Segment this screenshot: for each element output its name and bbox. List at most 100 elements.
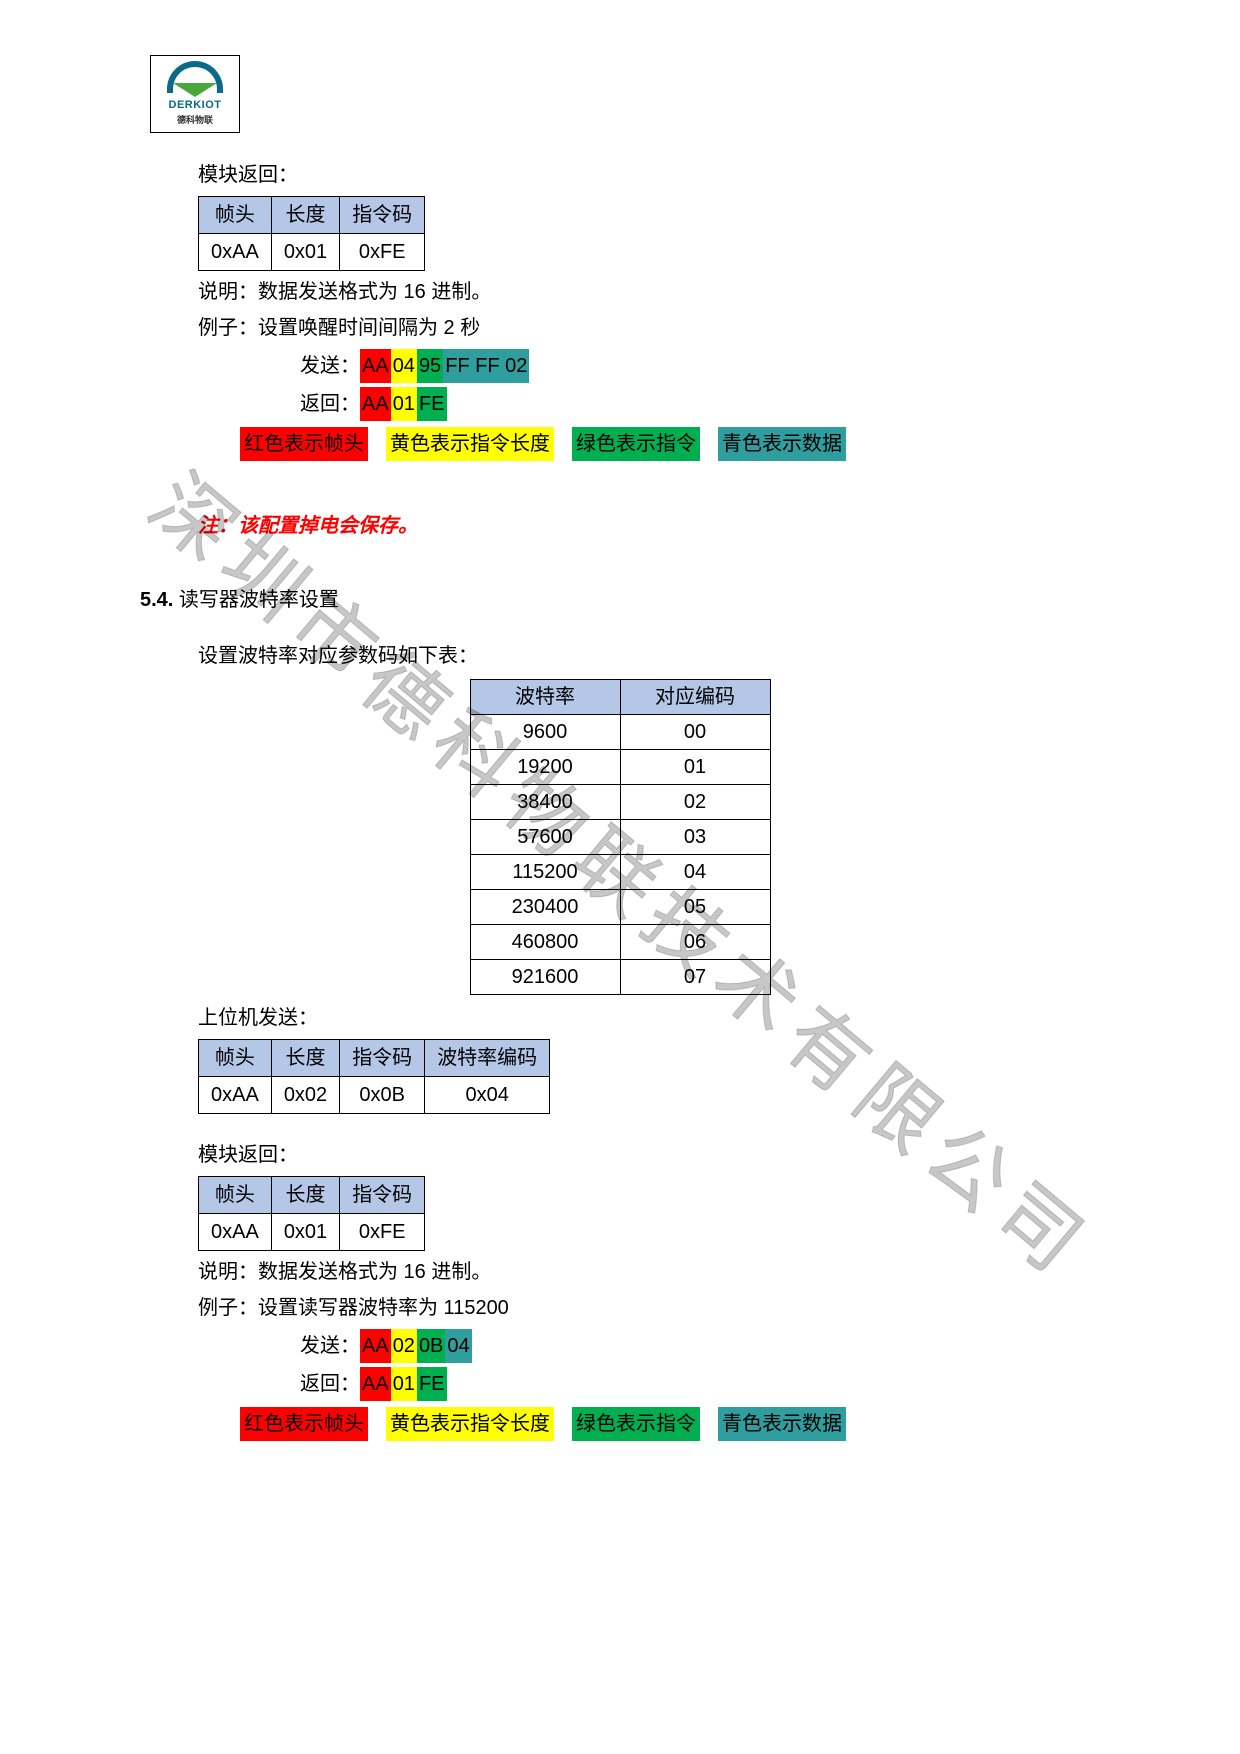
td: 0xAA — [199, 234, 272, 271]
hex-byte: 04 — [445, 1329, 471, 1363]
page: DERKIOT 德科物联 深圳市德科物联技术有限公司 模块返回： 帧头 长度 指… — [0, 0, 1240, 1754]
send-line-2: 发送：AA020B04 — [300, 1329, 1100, 1363]
brand-logo: DERKIOT 德科物联 — [150, 55, 240, 133]
td: 00 — [620, 715, 770, 750]
section-title: 5.4. 读写器波特率设置 — [140, 585, 1100, 615]
content-area: 模块返回： 帧头 长度 指令码 0xAA 0x01 0xFE 说明：数据发送格式… — [140, 160, 1100, 1441]
send-line-1: 发送：AA0495FF FF 02 — [300, 349, 1100, 383]
color-legend-2: 红色表示帧头黄色表示指令长度绿色表示指令青色表示数据 — [240, 1407, 1100, 1441]
th: 长度 — [271, 1177, 339, 1214]
ex-label: 例子： — [198, 1297, 258, 1319]
td: 38400 — [470, 785, 620, 820]
recv-line-1: 返回：AA01FE — [300, 387, 1100, 421]
hex-byte: 95 — [417, 349, 443, 383]
td: 115200 — [470, 855, 620, 890]
recv-label: 返回： — [300, 1373, 360, 1395]
td: 04 — [620, 855, 770, 890]
td: 02 — [620, 785, 770, 820]
th: 波特率 — [470, 680, 620, 715]
ex-label: 例子： — [198, 317, 258, 339]
host-send-label: 上位机发送： — [198, 1003, 1100, 1033]
hex-byte: 04 — [391, 349, 417, 383]
td: 0xFE — [340, 1214, 425, 1251]
td: 230400 — [470, 890, 620, 925]
note-label: 说明： — [198, 281, 258, 303]
th: 指令码 — [340, 1040, 425, 1077]
td: 0xAA — [199, 1077, 272, 1114]
td: 05 — [620, 890, 770, 925]
return-table-2: 帧头 长度 指令码 0xAA 0x01 0xFE — [198, 1176, 425, 1251]
return-label: 模块返回： — [198, 160, 1100, 190]
td: 06 — [620, 925, 770, 960]
hex-byte: FE — [417, 387, 447, 421]
ex-text: 设置读写器波特率为 115200 — [258, 1297, 509, 1319]
hex-byte: FF FF 02 — [443, 349, 529, 383]
note-text: 数据发送格式为 16 进制。 — [258, 1261, 491, 1283]
baud-rate-table: 波特率 对应编码 9600001920001384000257600031152… — [470, 679, 771, 995]
hex-byte: AA — [360, 1367, 391, 1401]
th: 指令码 — [340, 1177, 425, 1214]
td: 0xAA — [199, 1214, 272, 1251]
logo-brand-text: DERKIOT — [169, 97, 222, 114]
recv-label: 返回： — [300, 393, 360, 415]
color-legend-1: 红色表示帧头黄色表示指令长度绿色表示指令青色表示数据 — [240, 427, 1100, 461]
hex-byte: 01 — [391, 1367, 417, 1401]
td: 0x02 — [271, 1077, 339, 1114]
hex-byte: AA — [360, 349, 391, 383]
baud-desc: 设置波特率对应参数码如下表： — [198, 641, 1100, 671]
td: 19200 — [470, 750, 620, 785]
th: 帧头 — [199, 1177, 272, 1214]
example-line-2: 例子：设置读写器波特率为 115200 — [198, 1293, 1100, 1323]
td: 0x04 — [425, 1077, 550, 1114]
return-label-2: 模块返回： — [198, 1140, 1100, 1170]
th: 长度 — [271, 197, 339, 234]
th: 波特率编码 — [425, 1040, 550, 1077]
section-text: 读写器波特率设置 — [173, 589, 339, 611]
td: 0x01 — [271, 234, 339, 271]
logo-sub-text: 德科物联 — [177, 114, 213, 128]
legend-item: 绿色表示指令 — [572, 427, 700, 461]
hex-byte: 02 — [391, 1329, 417, 1363]
td: 03 — [620, 820, 770, 855]
th: 帧头 — [199, 1040, 272, 1077]
example-line: 例子：设置唤醒时间间隔为 2 秒 — [198, 313, 1100, 343]
td: 0x0B — [340, 1077, 425, 1114]
ex-text: 设置唤醒时间间隔为 2 秒 — [258, 317, 480, 339]
hex-byte: AA — [360, 387, 391, 421]
td: 460800 — [470, 925, 620, 960]
send-label: 发送： — [300, 355, 360, 377]
send-label: 发送： — [300, 1335, 360, 1357]
red-note: 注：该配置掉电会保存。 — [198, 511, 1100, 541]
legend-item: 青色表示数据 — [718, 427, 846, 461]
note-line: 说明：数据发送格式为 16 进制。 — [198, 277, 1100, 307]
host-send-table: 帧头 长度 指令码 波特率编码 0xAA 0x02 0x0B 0x04 — [198, 1039, 550, 1114]
note-label: 说明： — [198, 1261, 258, 1283]
legend-item: 青色表示数据 — [718, 1407, 846, 1441]
hex-byte: 0B — [417, 1329, 445, 1363]
note-line-2: 说明：数据发送格式为 16 进制。 — [198, 1257, 1100, 1287]
th: 帧头 — [199, 197, 272, 234]
th: 长度 — [271, 1040, 339, 1077]
th: 对应编码 — [620, 680, 770, 715]
logo-mark — [167, 61, 223, 93]
hex-byte: 01 — [391, 387, 417, 421]
legend-item: 绿色表示指令 — [572, 1407, 700, 1441]
recv-line-2: 返回：AA01FE — [300, 1367, 1100, 1401]
legend-item: 黄色表示指令长度 — [386, 427, 554, 461]
td: 07 — [620, 960, 770, 995]
td: 57600 — [470, 820, 620, 855]
td: 921600 — [470, 960, 620, 995]
legend-item: 黄色表示指令长度 — [386, 1407, 554, 1441]
hex-byte: FE — [417, 1367, 447, 1401]
hex-byte: AA — [360, 1329, 391, 1363]
note-text: 数据发送格式为 16 进制。 — [258, 281, 491, 303]
td: 0xFE — [340, 234, 425, 271]
td: 0x01 — [271, 1214, 339, 1251]
section-num: 5.4. — [140, 589, 173, 611]
td: 9600 — [470, 715, 620, 750]
td: 01 — [620, 750, 770, 785]
return-table-1: 帧头 长度 指令码 0xAA 0x01 0xFE — [198, 196, 425, 271]
legend-item: 红色表示帧头 — [240, 427, 368, 461]
th: 指令码 — [340, 197, 425, 234]
legend-item: 红色表示帧头 — [240, 1407, 368, 1441]
